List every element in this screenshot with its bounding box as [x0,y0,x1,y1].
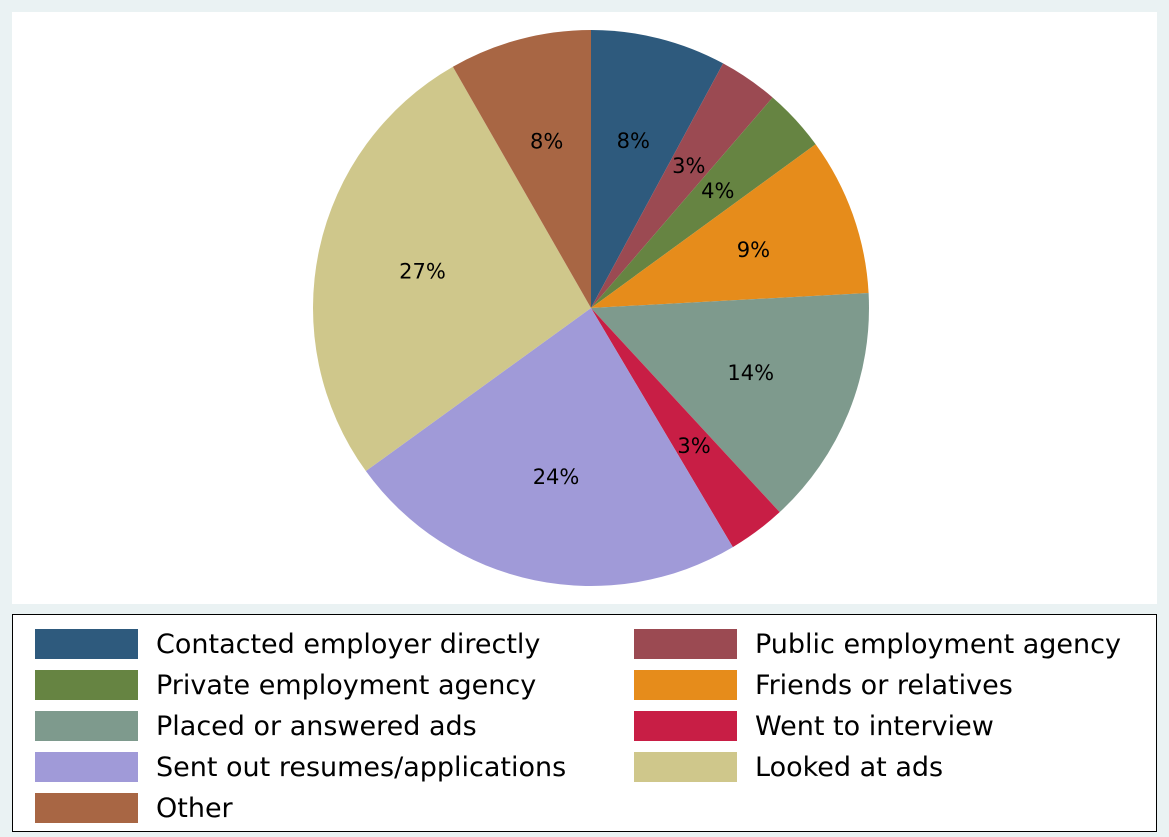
pie-slice-8 [452,30,591,308]
slice-value-label-0: 8% [617,129,650,153]
legend-swatch [35,629,138,659]
legend-item-8: Other [35,790,233,826]
legend-swatch [35,752,138,782]
legend-item-6: Sent out resumes/applications [35,749,566,785]
legend-item-0: Contacted employer directly [35,626,540,662]
legend-item-7: Looked at ads [634,749,943,785]
pie-slice-4 [591,292,869,513]
legend-swatch [634,711,737,741]
slice-value-label-4: 14% [727,361,774,385]
legend-label: Other [156,792,233,824]
legend-label: Went to interview [755,710,994,742]
slice-value-label-1: 3% [672,154,705,178]
legend: Contacted employer directly Public employ… [12,614,1157,832]
legend-swatch [35,793,138,823]
pie-chart: 8%3%4%9%14%3%24%27%8% [313,30,869,586]
legend-item-3: Friends or relatives [634,667,1013,703]
legend-label: Placed or answered ads [156,710,477,742]
legend-swatch [634,752,737,782]
slice-value-label-7: 27% [399,260,446,284]
pie-slice-1 [591,63,773,308]
pie-slice-6 [365,308,733,586]
legend-item-5: Went to interview [634,708,994,744]
legend-label: Contacted employer directly [156,628,541,660]
plot-region: 8% 3% 4% 9% 14% 3% 24% 27% 8% [12,12,1157,604]
legend-item-4: Placed or answered ads [35,708,477,744]
pie-slice-0 [591,30,724,308]
legend-swatch [35,711,138,741]
legend-label: Sent out resumes/applications [156,751,567,783]
legend-swatch [634,670,737,700]
pie-slice-3 [591,144,869,308]
legend-swatch [634,629,737,659]
slice-value-label-8: 8% [530,129,563,153]
legend-swatch [35,670,138,700]
pie-slice-7 [313,66,591,472]
legend-item-2: Private employment agency [35,667,536,703]
legend-label: Private employment agency [156,669,537,701]
legend-label: Public employment agency [755,628,1121,660]
slice-value-label-2: 4% [701,179,734,203]
legend-label: Friends or relatives [755,669,1013,701]
slice-value-label-3: 9% [737,238,770,262]
pie-slice-2 [591,97,816,308]
pie-slice-5 [591,308,780,548]
legend-item-1: Public employment agency [634,626,1121,662]
slice-value-label-5: 3% [677,434,710,458]
legend-label: Looked at ads [755,751,944,783]
slice-value-label-6: 24% [533,465,580,489]
